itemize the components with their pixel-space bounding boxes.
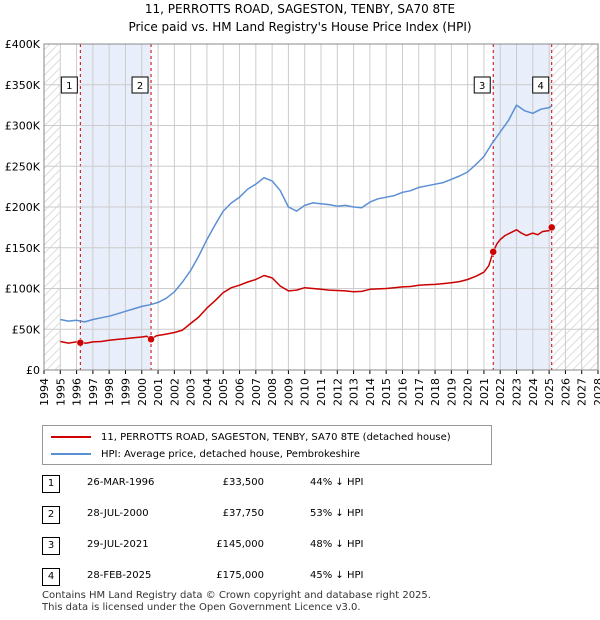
sale-hpi-diff: 53% ↓ HPI xyxy=(310,508,364,519)
sale-hpi-diff: 44% ↓ HPI xyxy=(310,477,364,488)
y-tick-label: £100K xyxy=(5,283,41,296)
footer-licence: This data is licensed under the Open Gov… xyxy=(42,602,361,613)
x-tick-label: 2010 xyxy=(299,378,312,406)
x-tick-label: 2013 xyxy=(348,378,361,406)
sale-date: 28-FEB-2025 xyxy=(87,570,152,581)
price-chart: 1 2 3 4 £0 £50K £100K £150K £200K £250K £300K £350… xyxy=(5,38,600,406)
y-tick-label: £0 xyxy=(26,364,40,377)
sale-row: 4 28-FEB-2025 £175,000 45% ↓ HPI xyxy=(42,565,562,589)
sale-marker-label: 4 xyxy=(538,81,544,92)
x-tick-label: 2026 xyxy=(559,378,572,406)
x-tick-label: 2003 xyxy=(185,378,198,406)
sale-date: 29-JUL-2021 xyxy=(87,539,149,550)
x-tick-label: 1995 xyxy=(54,378,67,406)
sale-price: £37,750 xyxy=(222,508,264,519)
x-tick-label: 1997 xyxy=(87,378,100,406)
x-tick-label: 2019 xyxy=(445,378,458,406)
x-tick-label: 2001 xyxy=(152,378,165,406)
y-tick-label: £150K xyxy=(5,242,41,255)
sale-marker-label: 1 xyxy=(66,81,72,92)
hpi-series-line xyxy=(60,104,553,323)
x-tick-label: 2021 xyxy=(478,378,491,406)
sale-marker-box xyxy=(473,76,491,94)
x-tick-label: 2016 xyxy=(396,378,409,406)
x-tick-label: 2028 xyxy=(592,378,600,406)
x-tick-label: 2008 xyxy=(266,378,279,406)
legend-item-property: 11, PERROTTS ROAD, SAGESTON, TENBY, SA70… xyxy=(51,429,451,445)
x-tick-label: 2027 xyxy=(576,378,589,406)
y-tick-label: £350K xyxy=(5,79,41,92)
sale-point xyxy=(547,223,556,232)
sale-row: 3 29-JUL-2021 £145,000 48% ↓ HPI xyxy=(42,534,562,558)
legend-label-hpi: HPI: Average price, detached house, Pemb… xyxy=(101,448,360,460)
chart-subtitle: Price paid vs. HM Land Registry's House … xyxy=(128,20,472,34)
sale-hpi-diff: 48% ↓ HPI xyxy=(310,539,364,550)
x-tick-label: 2005 xyxy=(217,378,230,406)
sale-marker-box xyxy=(532,76,550,94)
sale-price: £175,000 xyxy=(216,570,264,581)
legend-label-property: 11, PERROTTS ROAD, SAGESTON, TENBY, SA70… xyxy=(101,431,451,443)
sale-marker-box xyxy=(60,76,78,94)
x-tick-label: 2004 xyxy=(201,378,214,406)
sale-number-badge: 4 xyxy=(42,568,60,586)
sale-row: 2 28-JUL-2000 £37,750 53% ↓ HPI xyxy=(42,503,562,527)
footer-copyright: Contains HM Land Registry data © Crown c… xyxy=(42,590,431,601)
y-tick-label: £300K xyxy=(5,120,41,133)
legend: 11, PERROTTS ROAD, SAGESTON, TENBY, SA70… xyxy=(42,425,492,465)
sale-number-badge: 1 xyxy=(42,475,60,493)
x-tick-label: 2009 xyxy=(282,378,295,406)
x-tick-label: 2018 xyxy=(429,378,442,406)
sale-row: 1 26-MAR-1996 £33,500 44% ↓ HPI xyxy=(42,472,562,496)
x-tick-label: 2012 xyxy=(331,378,344,406)
x-tick-label: 1994 xyxy=(38,378,51,406)
legend-item-hpi: HPI: Average price, detached house, Pemb… xyxy=(51,446,360,462)
x-tick-label: 2006 xyxy=(234,378,247,406)
legend-swatch-hpi xyxy=(51,453,91,455)
y-tick-label: £50K xyxy=(12,323,41,336)
x-tick-label: 2025 xyxy=(543,378,556,406)
x-tick-label: 2007 xyxy=(250,378,263,406)
x-tick-label: 2017 xyxy=(413,378,426,406)
sale-date: 28-JUL-2000 xyxy=(87,508,149,519)
sale-marker-label: 3 xyxy=(479,81,485,92)
y-tick-label: £400K xyxy=(5,38,41,51)
sale-point xyxy=(147,335,155,343)
sale-point xyxy=(489,248,497,256)
plot-border xyxy=(43,43,599,371)
sale-marker-box xyxy=(131,76,149,94)
sale-point xyxy=(76,338,85,347)
x-tick-label: 1998 xyxy=(103,378,116,406)
sale-number-badge: 2 xyxy=(42,506,60,524)
sale-marker-label: 2 xyxy=(137,81,143,92)
x-tick-label: 2022 xyxy=(494,378,507,406)
sale-price: £33,500 xyxy=(222,477,264,488)
x-tick-label: 2015 xyxy=(380,378,393,406)
sale-hpi-diff: 45% ↓ HPI xyxy=(310,570,364,581)
x-tick-label: 2020 xyxy=(462,378,475,406)
sale-date: 26-MAR-1996 xyxy=(87,477,155,488)
legend-swatch-property xyxy=(51,436,91,438)
chart-title: 11, PERROTTS ROAD, SAGESTON, TENBY, SA70… xyxy=(144,2,456,16)
property-series-line xyxy=(60,226,553,344)
sale-number-badge: 3 xyxy=(42,537,60,555)
x-tick-label: 2014 xyxy=(364,378,377,406)
x-tick-label: 2000 xyxy=(136,378,149,406)
y-tick-label: £250K xyxy=(5,160,41,173)
x-tick-label: 2023 xyxy=(511,378,524,406)
y-tick-label: £200K xyxy=(5,201,41,214)
x-tick-label: 1996 xyxy=(71,378,84,406)
x-tick-label: 2024 xyxy=(527,378,540,406)
x-tick-label: 2011 xyxy=(315,378,328,406)
x-tick-label: 2002 xyxy=(168,378,181,406)
sale-price: £145,000 xyxy=(216,539,264,550)
x-tick-label: 1999 xyxy=(119,378,132,406)
footer: Contains HM Land Registry data © Crown c… xyxy=(42,590,431,614)
